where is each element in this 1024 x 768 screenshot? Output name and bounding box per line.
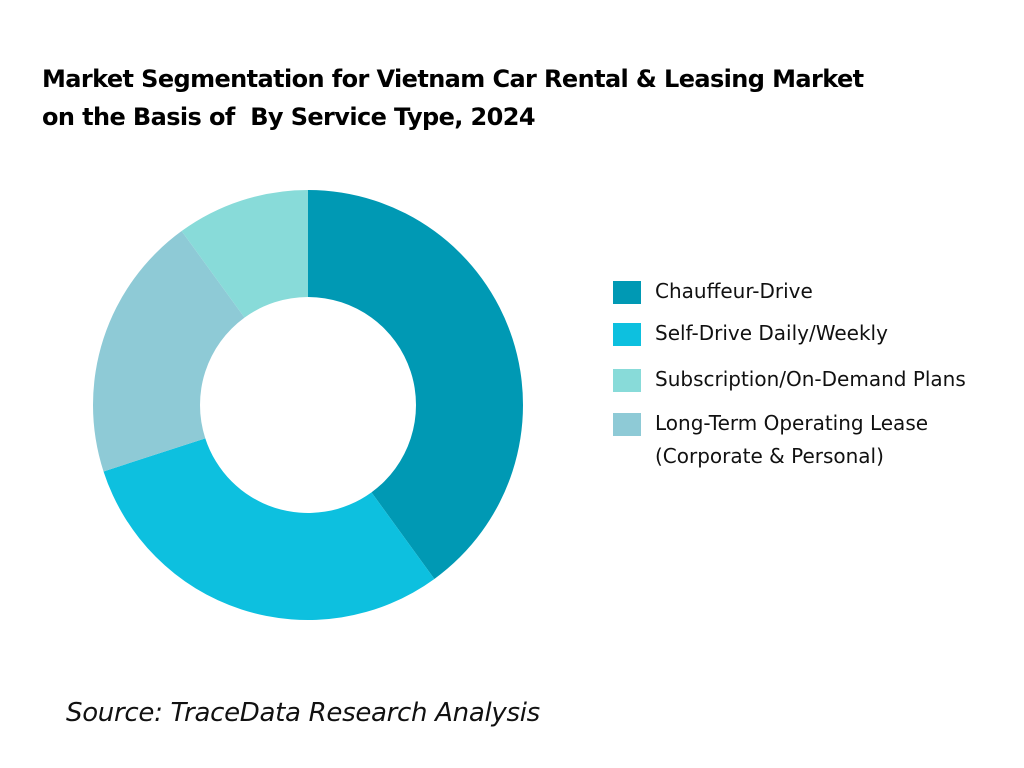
legend-label-line-2: (Corporate & Personal) (655, 444, 884, 468)
chart-title-line-1: Market Segmentation for Vietnam Car Rent… (42, 65, 864, 93)
chart-title: Market Segmentation for Vietnam Car Rent… (42, 60, 1002, 136)
legend-item-chauffeur-drive: Chauffeur-Drive (613, 278, 813, 308)
legend-label: Chauffeur-Drive (655, 279, 813, 303)
source-note: Source: TraceData Research Analysis (66, 698, 540, 728)
legend-item-self-drive: Self-Drive Daily/Weekly (613, 320, 888, 350)
legend-label: Subscription/On-Demand Plans (655, 367, 966, 391)
legend-swatch-self-drive (613, 323, 641, 346)
donut-slice-subscription-on-demand-plans (181, 190, 308, 318)
chart-title-line-2: on the Basis of By Service Type, 2024 (42, 103, 536, 131)
legend-label-line-1: Long-Term Operating Lease (655, 411, 929, 435)
legend-item-subscription: Subscription/On-Demand Plans (613, 366, 966, 396)
donut-chart (92, 190, 524, 620)
legend-swatch-chauffeur-drive (613, 281, 641, 304)
donut-slice-self-drive-daily-weekly (103, 438, 435, 620)
legend-swatch-subscription (613, 369, 641, 392)
donut-slice-chauffeur-drive (308, 190, 524, 579)
donut-slice-long-term-operating-lease-corporate-personal (92, 231, 245, 472)
legend-item-long-term-lease: Long-Term Operating Lease (Corporate & P… (613, 410, 928, 473)
legend-label: Long-Term Operating Lease (Corporate & P… (655, 407, 928, 473)
legend-label: Self-Drive Daily/Weekly (655, 321, 888, 345)
legend-swatch-long-term-lease (613, 413, 641, 436)
